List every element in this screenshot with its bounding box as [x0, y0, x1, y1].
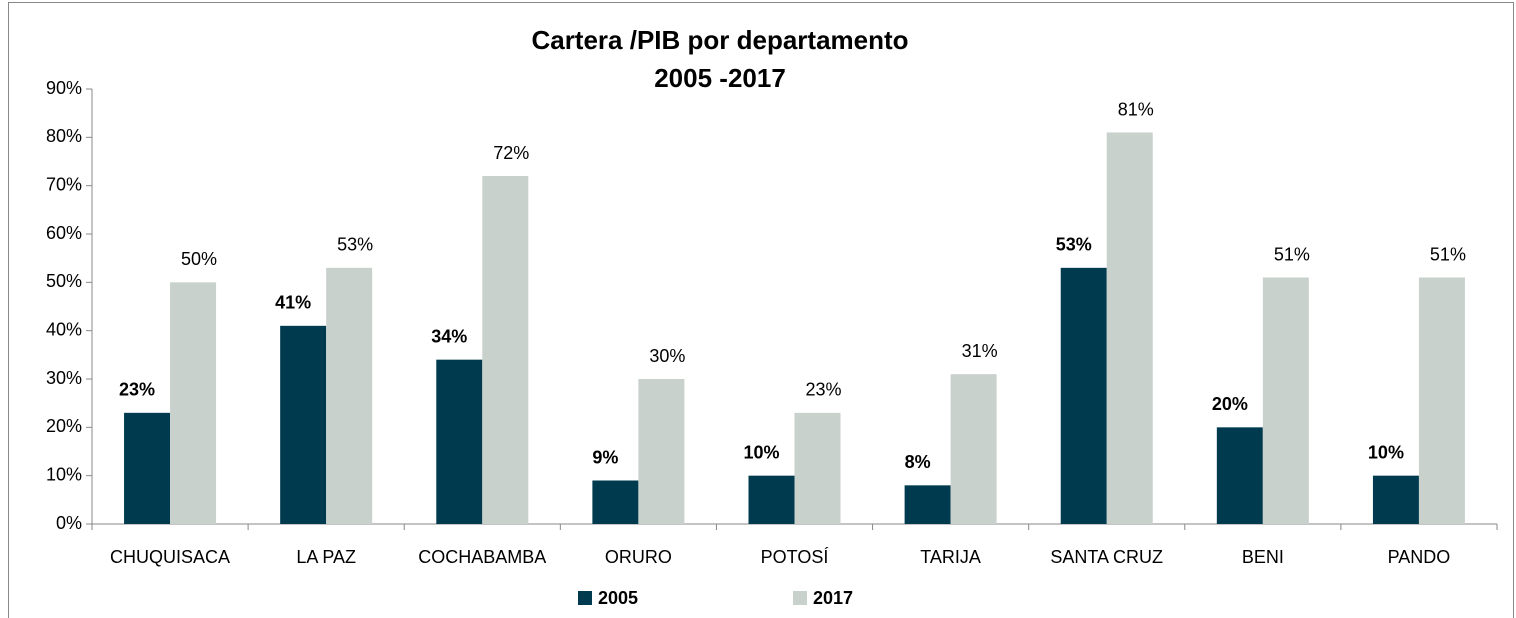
- x-tick-label: PANDO: [1388, 547, 1451, 567]
- bar: [170, 282, 217, 524]
- y-tick-label: 80%: [46, 126, 82, 146]
- y-tick-label: 20%: [46, 416, 82, 436]
- bar: [1418, 277, 1465, 524]
- value-label: 51%: [1274, 244, 1310, 264]
- value-label: 23%: [119, 380, 155, 400]
- x-tick-label: SANTA CRUZ: [1050, 547, 1163, 567]
- bar: [592, 480, 639, 524]
- y-tick-label: 0%: [56, 513, 82, 533]
- bar: [904, 485, 951, 524]
- value-label: 30%: [649, 346, 685, 366]
- value-label: 8%: [905, 452, 931, 472]
- bar: [124, 412, 171, 524]
- value-label: 41%: [275, 293, 311, 313]
- bar: [794, 412, 841, 524]
- x-tick-label: TARIJA: [920, 547, 981, 567]
- x-tick-label: ORURO: [605, 547, 672, 567]
- value-label: 81%: [1118, 99, 1154, 119]
- value-label: 10%: [743, 442, 779, 462]
- x-tick-label: COCHABAMBA: [418, 547, 546, 567]
- legend-label: 2017: [813, 588, 853, 608]
- value-label: 20%: [1212, 394, 1248, 414]
- y-tick-label: 60%: [46, 223, 82, 243]
- value-label: 53%: [1056, 235, 1092, 255]
- bar: [638, 379, 685, 524]
- value-label: 31%: [962, 341, 998, 361]
- bar: [748, 475, 795, 524]
- x-tick-label: CHUQUISACA: [110, 547, 230, 567]
- value-label: 9%: [592, 447, 618, 467]
- bar: [436, 359, 483, 524]
- bar: [1060, 267, 1107, 524]
- bar: [280, 325, 327, 524]
- legend-label: 2005: [598, 588, 638, 608]
- chart-title: Cartera /PIB por departamento: [531, 25, 908, 55]
- value-label: 51%: [1430, 244, 1466, 264]
- y-tick-label: 30%: [46, 368, 82, 388]
- chart-subtitle: 2005 -2017: [654, 63, 786, 93]
- value-label: 23%: [805, 380, 841, 400]
- bar: [950, 374, 997, 524]
- value-label: 34%: [431, 326, 467, 346]
- value-label: 72%: [493, 143, 529, 163]
- y-tick-label: 90%: [46, 78, 82, 98]
- value-label: 53%: [337, 235, 373, 255]
- legend-swatch: [578, 591, 592, 605]
- bar: [1372, 475, 1419, 524]
- y-tick-label: 10%: [46, 464, 82, 484]
- value-label: 50%: [181, 249, 217, 269]
- value-label: 10%: [1368, 442, 1404, 462]
- bar: [326, 267, 373, 524]
- y-tick-label: 50%: [46, 271, 82, 291]
- y-tick-label: 70%: [46, 174, 82, 194]
- x-tick-label: POTOSÍ: [761, 547, 829, 567]
- chart-frame: [8, 2, 1514, 618]
- x-tick-label: BENI: [1242, 547, 1284, 567]
- legend-swatch: [793, 591, 807, 605]
- bar: [1262, 277, 1309, 524]
- bar: [482, 176, 529, 524]
- y-tick-label: 40%: [46, 319, 82, 339]
- bar: [1216, 427, 1263, 524]
- bar: [1106, 132, 1153, 524]
- x-tick-label: LA PAZ: [296, 547, 356, 567]
